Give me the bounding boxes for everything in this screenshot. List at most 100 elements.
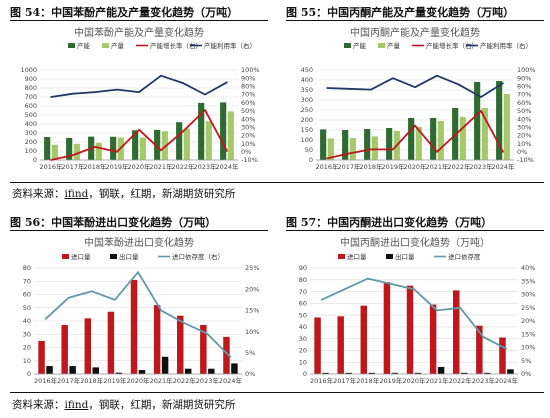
y-tick-label: 700 <box>25 93 37 101</box>
bar-进口量-2024年 <box>223 336 230 374</box>
point-产能利用率（右）-2024年 <box>226 81 228 84</box>
x-tick-label: 2020年 <box>127 162 151 171</box>
point-产能利用率（右）-2018年 <box>94 91 96 93</box>
point-进口依存度（右）-2019年 <box>114 299 116 301</box>
y-tick-label: 200 <box>25 138 37 146</box>
bar-产量-2021年 <box>437 121 444 160</box>
x-tick-label: 2018年 <box>83 162 107 171</box>
bar-产能-2024年 <box>496 81 503 160</box>
legend-swatch <box>68 43 75 48</box>
legend-label: 产量 <box>111 41 125 50</box>
ifind-link[interactable]: ifind <box>64 188 89 200</box>
y-tick-label: 800 <box>25 84 37 92</box>
point-产能利用率（右）-2021年 <box>436 74 438 77</box>
bar-出口量-2021年 <box>161 356 169 374</box>
bar-产能-2023年 <box>474 82 481 160</box>
x-tick-label: 2020年 <box>402 376 426 385</box>
y-tick-label: 1000 <box>20 66 37 74</box>
legend-label: 进口量 <box>71 253 91 261</box>
y2-tick-label: 90% <box>241 74 255 82</box>
point-产能增长率（右）-2022年 <box>458 130 460 133</box>
point-进口依存度-2022年 <box>459 306 462 309</box>
point-产能增长率（右）-2021年 <box>160 149 162 151</box>
bar-产量-2020年 <box>415 127 422 160</box>
x-tick-label: 2018年 <box>80 376 104 385</box>
bar-产能-2021年 <box>154 129 161 160</box>
bar-产量-2021年 <box>161 131 168 160</box>
x-tick-label: 2023年 <box>193 162 217 171</box>
bar-产量-2016年 <box>327 138 334 160</box>
figure-rule-54 <box>10 20 268 21</box>
bar-出口量-2024年 <box>231 363 238 374</box>
x-tick-label: 2022年 <box>173 376 197 385</box>
point-进口依存度-2018年 <box>366 277 369 280</box>
bar-产能-2017年 <box>342 130 349 160</box>
legend-label: 出口量 <box>395 252 415 261</box>
x-tick-label: 2017年 <box>57 376 81 385</box>
y2-tick-label: 35% <box>521 277 535 285</box>
y-tick-label: 300 <box>301 96 313 104</box>
bar-产能-2024年 <box>220 102 227 160</box>
x-tick-label: 2023年 <box>469 162 493 171</box>
x-tick-label: 2024年 <box>219 376 243 385</box>
y-tick-label: 900 <box>25 75 37 83</box>
bar-进口量-2024年 <box>499 337 506 374</box>
legend-swatch <box>386 254 393 259</box>
bar-产量-2022年 <box>459 117 466 160</box>
bar-进口量-2018年 <box>84 318 92 374</box>
y2-tick-label: 15% <box>245 307 259 315</box>
chart-title: 中国苯酚进出口变化趋势 <box>84 236 194 249</box>
bar-产量-2018年 <box>95 142 102 160</box>
legend-swatch <box>338 254 345 259</box>
figure-title-57: 图 57：中国丙酮进出口变化趋势（万吨） <box>286 216 493 229</box>
y2-tick-label: 60% <box>517 99 531 107</box>
point-进口依存度（右）-2023年 <box>206 332 209 335</box>
y2-tick-label: 0% <box>517 148 527 156</box>
bar-进口量-2019年 <box>383 282 391 374</box>
bar-进口量-2016年 <box>38 340 45 374</box>
bar-出口量-2018年 <box>92 367 99 374</box>
bar-产能-2021年 <box>430 118 437 160</box>
ifind-link[interactable]: ifind <box>64 399 89 411</box>
point-产能增长率（右）-2017年 <box>348 152 350 155</box>
figure-rule-57 <box>286 230 544 231</box>
bar-产量-2018年 <box>371 136 378 160</box>
bar-进口量-2017年 <box>61 324 68 374</box>
y-tick-label: 80 <box>23 264 31 272</box>
y2-tick-label: 0% <box>245 370 255 378</box>
legend-label: 产能增长率（右） <box>150 41 202 50</box>
point-产能利用率（右）-2016年 <box>326 87 328 89</box>
x-tick-label: 2016年 <box>34 376 58 385</box>
bar-产能-2020年 <box>132 130 139 160</box>
point-产能增长率（右）-2020年 <box>414 124 416 127</box>
bar-出口量-2016年 <box>46 366 53 374</box>
y2-tick-label: 20% <box>241 132 255 140</box>
figure-title-56: 图 56：中国苯酚进出口变化趋势（万吨） <box>10 216 217 229</box>
bar-进口量-2020年 <box>130 279 138 374</box>
x-tick-label: 2024年 <box>215 162 239 171</box>
bar-出口量-2017年 <box>345 372 352 374</box>
y2-tick-label: 25% <box>245 264 259 272</box>
bar-出口量-2020年 <box>414 372 422 374</box>
chart-title: 中国丙酮进出口变化趋势（万吨） <box>340 236 490 249</box>
bar-进口量-2022年 <box>453 290 460 374</box>
point-产能增长率（右）-2024年 <box>226 150 228 152</box>
x-tick-label: 2022年 <box>447 162 471 171</box>
point-进口依存度-2019年 <box>390 283 392 285</box>
y-tick-label: 0 <box>303 370 307 378</box>
y-tick-label: 50 <box>305 146 313 154</box>
x-tick-label: 2016年 <box>310 376 334 385</box>
y2-tick-label: 5% <box>245 349 255 357</box>
y-tick-label: 40 <box>23 317 31 325</box>
y-tick-label: 20 <box>299 347 307 355</box>
bar-出口量-2019年 <box>391 372 399 374</box>
x-tick-label: 2018年 <box>356 376 380 385</box>
bar-进口量-2017年 <box>337 316 344 374</box>
bar-出口量-2019年 <box>115 372 123 374</box>
y2-tick-label: 10% <box>517 140 531 148</box>
bar-进口量-2021年 <box>153 305 161 374</box>
source-rule-bottom <box>10 392 544 393</box>
legend-label: 产能 <box>77 41 91 50</box>
point-产能增长率（右）-2016年 <box>326 157 328 160</box>
